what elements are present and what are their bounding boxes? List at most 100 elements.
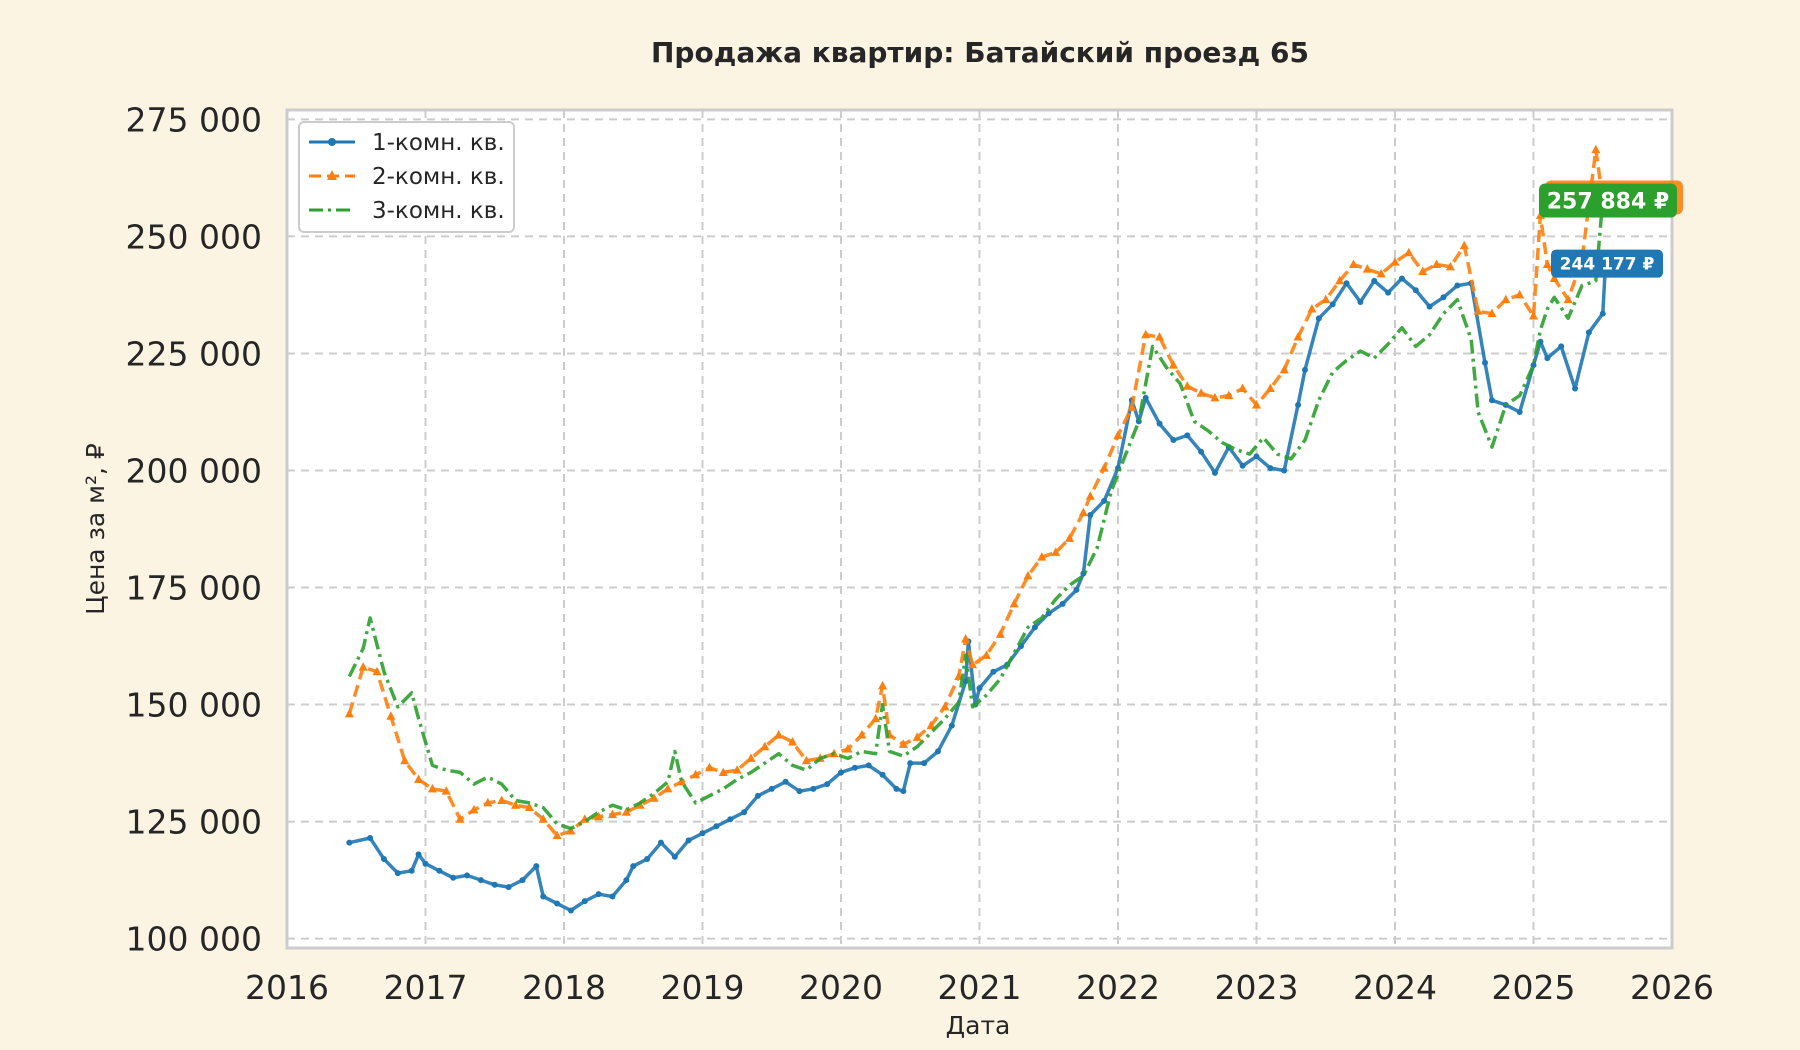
data-point xyxy=(1238,383,1248,393)
chart-title: Продажа квартир: Батайский проезд 65 xyxy=(651,36,1309,69)
data-point xyxy=(436,867,443,874)
data-point xyxy=(838,769,844,776)
legend-label-3-room: 3-комн. кв. xyxy=(372,198,505,224)
data-point xyxy=(976,685,983,692)
price-badge-3-room xyxy=(1539,183,1677,218)
data-point xyxy=(1037,552,1047,561)
x-tick-label: 2025 xyxy=(1492,968,1576,1007)
data-point xyxy=(1085,491,1095,500)
data-point xyxy=(1599,310,1606,317)
data-point xyxy=(1265,383,1275,393)
data-point xyxy=(1253,453,1260,460)
data-point xyxy=(851,764,858,771)
data-point xyxy=(552,830,562,840)
data-point xyxy=(934,748,941,755)
data-point xyxy=(1376,268,1386,278)
price-badge-1-room xyxy=(1551,249,1663,278)
data-point xyxy=(1445,261,1455,271)
data-point xyxy=(900,788,907,795)
data-point xyxy=(644,856,651,863)
y-tick-label: 175 000 xyxy=(126,569,262,608)
data-point xyxy=(871,713,881,723)
data-point xyxy=(1459,240,1469,250)
data-point xyxy=(1529,310,1538,320)
data-point xyxy=(380,856,387,863)
x-tick-label: 2016 xyxy=(245,968,329,1007)
data-point xyxy=(727,816,734,823)
data-point xyxy=(491,881,498,888)
data-point xyxy=(469,804,479,814)
data-point xyxy=(824,781,831,788)
x-tick-label: 2020 xyxy=(799,968,883,1007)
data-point xyxy=(505,884,512,891)
data-point xyxy=(1065,533,1075,542)
data-point xyxy=(1426,303,1433,310)
badges: 257 884 ₽ 244 177 ₽ xyxy=(1539,180,1683,278)
data-point xyxy=(408,867,415,874)
x-tick-label: 2026 xyxy=(1630,968,1714,1007)
data-point xyxy=(691,769,701,779)
data-point xyxy=(1196,388,1206,397)
data-point xyxy=(1315,315,1322,322)
y-tick-label: 125 000 xyxy=(126,803,262,842)
data-point xyxy=(1078,507,1088,517)
data-point xyxy=(609,893,616,900)
data-point xyxy=(1515,289,1525,299)
data-point xyxy=(865,762,872,769)
data-point xyxy=(1343,280,1350,287)
x-tick-label: 2023 xyxy=(1215,968,1299,1007)
data-point xyxy=(1198,448,1205,455)
data-point xyxy=(1168,360,1178,369)
data-point xyxy=(1031,624,1038,631)
data-point xyxy=(1087,511,1094,518)
data-point xyxy=(961,634,971,643)
data-point xyxy=(1549,273,1559,283)
price-badge-1-room-text: 244 177 ₽ xyxy=(1560,255,1655,275)
data-point xyxy=(1440,294,1447,301)
data-point xyxy=(1170,437,1177,444)
data-point xyxy=(1182,381,1192,390)
data-point xyxy=(1279,364,1289,374)
legend-marker xyxy=(328,138,336,146)
data-point xyxy=(1155,332,1165,341)
data-point xyxy=(1335,275,1345,285)
data-point xyxy=(1009,598,1019,608)
data-point xyxy=(1142,394,1149,401)
data-point xyxy=(663,783,673,793)
data-point xyxy=(1501,294,1511,304)
data-point xyxy=(962,678,969,685)
data-point xyxy=(1487,308,1497,318)
data-point xyxy=(968,659,978,669)
data-point xyxy=(649,793,659,802)
data-point xyxy=(926,720,936,730)
data-point xyxy=(497,795,507,805)
data-point xyxy=(464,872,471,879)
data-point xyxy=(1329,301,1336,308)
data-point xyxy=(524,802,534,812)
data-point xyxy=(718,767,728,776)
data-point xyxy=(607,809,617,819)
data-point xyxy=(483,797,493,807)
data-point xyxy=(1362,264,1372,273)
y-tick-label: 275 000 xyxy=(126,100,262,139)
data-point xyxy=(372,666,382,676)
data-point xyxy=(1473,306,1483,315)
x-axis: 2016 2017 2018 2019 2020 2021 2022 2023 2024 2025… xyxy=(245,968,1714,1007)
data-point xyxy=(1432,259,1442,268)
data-point xyxy=(948,722,955,729)
data-point xyxy=(1113,430,1123,439)
x-tick-label: 2021 xyxy=(938,968,1022,1007)
data-point xyxy=(685,837,692,844)
data-point xyxy=(768,785,775,792)
series-line-3 xyxy=(347,199,1605,831)
data-point xyxy=(1252,399,1261,409)
data-point xyxy=(367,834,374,841)
grid-lines xyxy=(286,110,1673,948)
data-point xyxy=(912,732,922,741)
data-point xyxy=(394,870,401,877)
data-point xyxy=(567,907,574,914)
data-point xyxy=(455,814,465,823)
data-point xyxy=(940,701,950,711)
data-point xyxy=(1348,259,1358,268)
data-point xyxy=(981,650,991,659)
